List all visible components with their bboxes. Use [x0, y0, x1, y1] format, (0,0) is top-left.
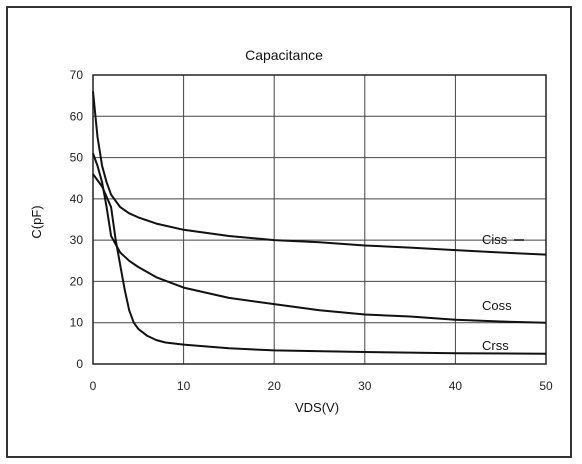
- series-line-coss: [92, 153, 547, 324]
- series-label-crss: Crss: [482, 338, 509, 353]
- series-line-ciss: [92, 91, 547, 256]
- y-tick-label: 0: [76, 357, 83, 371]
- y-tick-label: 50: [70, 151, 84, 165]
- x-tick-label: 50: [539, 379, 553, 393]
- y-tick-label: 20: [70, 274, 84, 288]
- series-label-coss: Coss: [482, 298, 512, 313]
- x-axis-ticks: 0 10 20 30 40 50: [90, 379, 553, 393]
- y-tick-label: 60: [70, 109, 84, 123]
- chart-title: Capacitance: [245, 47, 323, 63]
- x-tick-label: 10: [177, 379, 191, 393]
- y-tick-label: 40: [70, 192, 84, 206]
- y-tick-label: 30: [70, 233, 84, 247]
- x-axis-label: VDS(V): [295, 400, 339, 415]
- plot-border: [92, 74, 547, 365]
- series-line-crss: [92, 173, 547, 355]
- x-tick-label: 0: [90, 379, 97, 393]
- y-axis-ticks: 0 10 20 30 40 50 60 70: [70, 68, 84, 371]
- series-labels: Ciss Coss Crss: [482, 232, 524, 353]
- capacitance-chart: 0 10 20 30 40 50 60 70 0 10 20 30 40 50 Ciss Coss Crss…: [29, 47, 553, 415]
- y-axis-label: C(pF): [29, 205, 44, 238]
- x-tick-label: 30: [358, 379, 372, 393]
- series-label-ciss: Ciss: [482, 232, 508, 247]
- x-tick-label: 40: [449, 379, 463, 393]
- x-tick-label: 20: [268, 379, 282, 393]
- y-tick-label: 10: [70, 316, 84, 330]
- chart-frame: 0 10 20 30 40 50 60 70 0 10 20 30 40 50 Ciss Coss Crss…: [6, 6, 572, 458]
- series-lines: [92, 91, 547, 355]
- y-tick-label: 70: [70, 68, 84, 82]
